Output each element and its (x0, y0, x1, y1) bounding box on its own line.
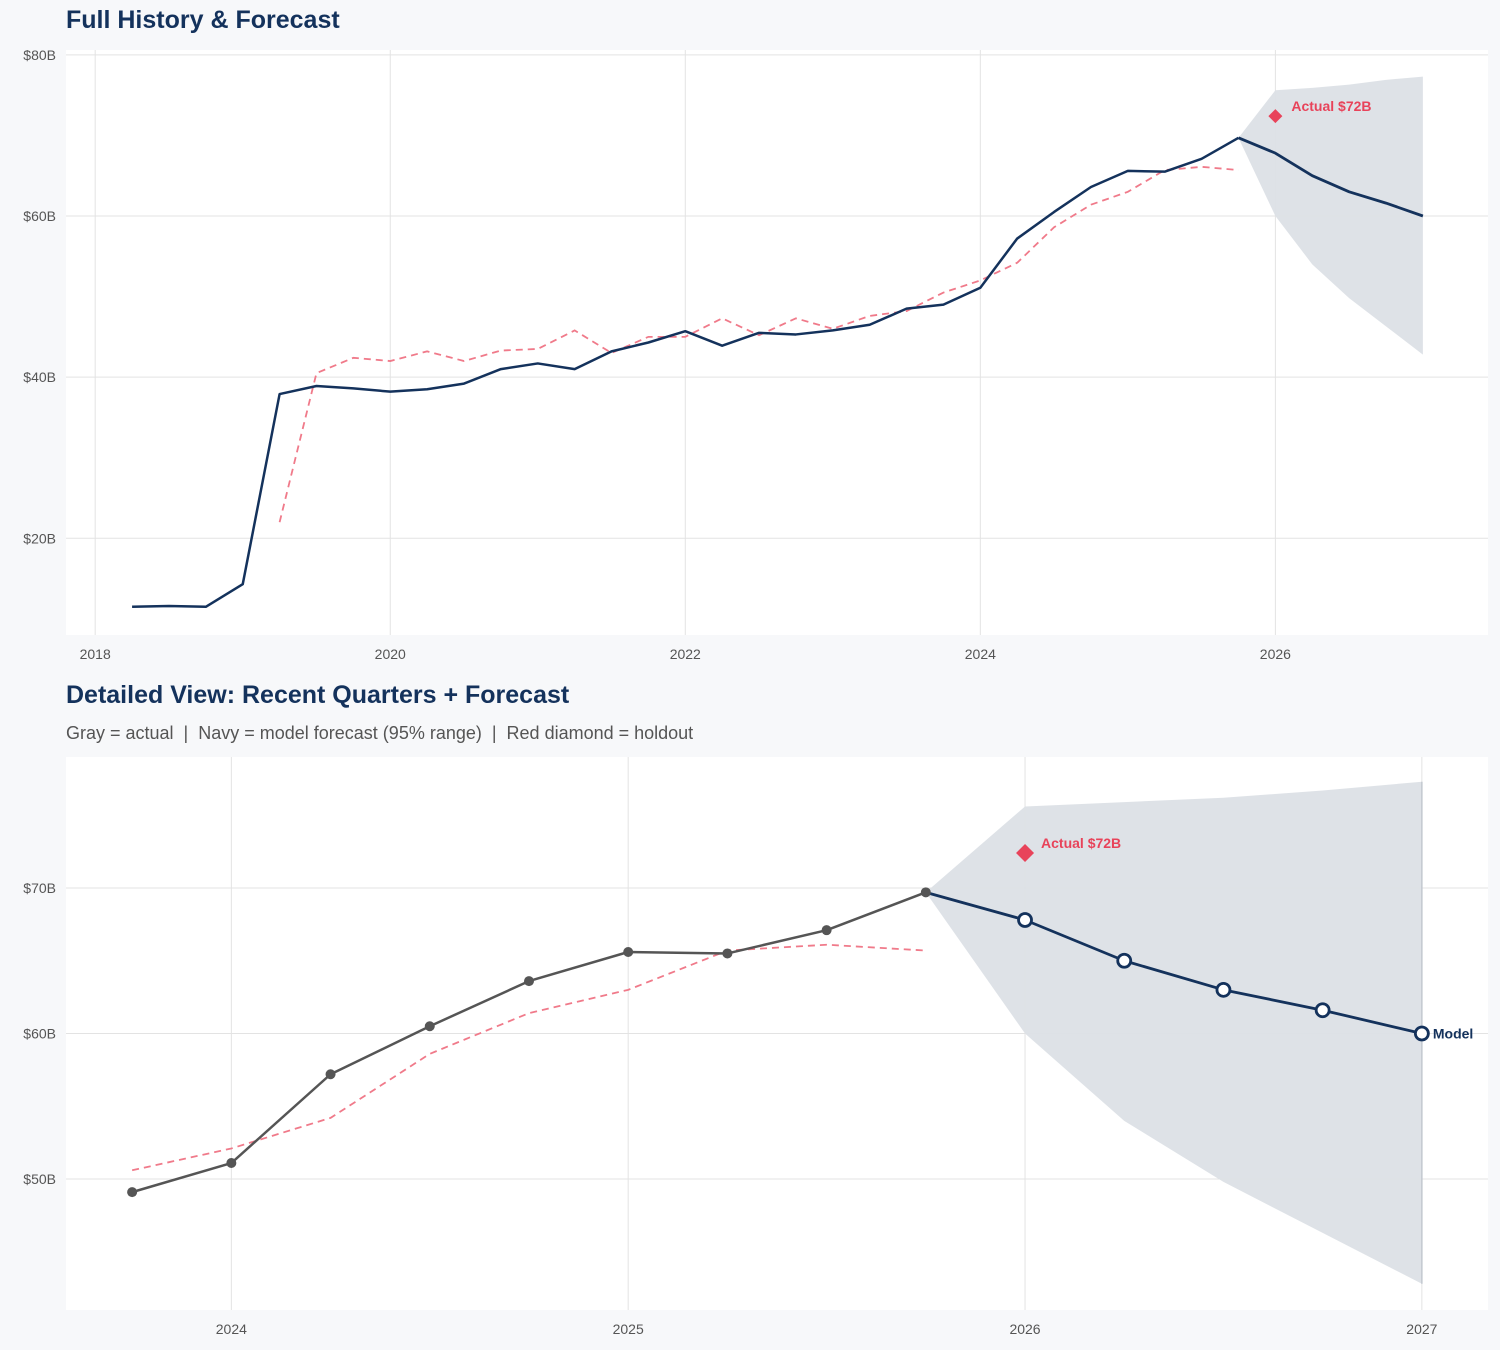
chart-1-title: Full History & Forecast (66, 6, 340, 34)
forecast-point (1116, 952, 1133, 969)
actual-point (325, 1069, 336, 1080)
actual-point (226, 1158, 237, 1169)
holdout-label: Actual $72B (1041, 835, 1121, 851)
forecast-point (1017, 912, 1033, 928)
actual-point (623, 947, 634, 958)
model-label: Model (1433, 1026, 1473, 1042)
y-tick-label: $20B (23, 530, 56, 546)
x-tick-label: 2022 (670, 646, 701, 662)
x-tick-label: 2018 (80, 646, 111, 662)
actual-point (523, 976, 534, 987)
x-tick-label: 2026 (1009, 1321, 1040, 1337)
y-tick-label: $40B (23, 369, 56, 385)
actual-point (127, 1187, 138, 1198)
fitted-line (278, 165, 1239, 523)
actual-point (821, 925, 832, 936)
y-tick-label: $80B (23, 47, 56, 63)
x-tick-label: 2026 (1260, 646, 1291, 662)
x-tick-label: 2025 (613, 1321, 644, 1337)
holdout-diamond (1016, 844, 1035, 863)
chart-2-subtitle: Gray = actual | Navy = model forecast (9… (66, 723, 694, 743)
x-tick-label: 2024 (965, 646, 996, 662)
y-tick-label: $60B (23, 1026, 56, 1042)
fitted-line (131, 943, 926, 1172)
actual-point (920, 887, 931, 898)
y-tick-label: $60B (23, 208, 56, 224)
chart-1: $20B $40B $60B $80B 2018 2020 2022 2024 2026 Actu… (23, 47, 1488, 662)
actual-line (132, 136, 1240, 609)
x-tick-label: 2020 (375, 646, 406, 662)
forecast-point (1314, 1002, 1331, 1019)
forecast-point (1215, 981, 1232, 998)
forecast-point (1413, 1025, 1430, 1042)
actual-point (722, 948, 733, 959)
x-tick-label: 2027 (1406, 1321, 1437, 1337)
chart-2: $50B $60B $70B 2024 2025 2026 2027 Model Actual … (23, 757, 1488, 1337)
y-tick-label: $70B (23, 880, 56, 896)
holdout-diamond (1268, 109, 1283, 124)
forecast-95-range-band (1238, 76, 1423, 355)
forecast-line (925, 890, 1423, 1035)
y-tick-label: $50B (23, 1171, 56, 1187)
chart-2-title: Detailed View: Recent Quarters + Forecas… (66, 681, 570, 709)
forecast-line (1237, 136, 1424, 218)
actual-point (424, 1021, 435, 1032)
forecast-95-range-band (925, 781, 1422, 1284)
holdout-label: Actual $72B (1291, 98, 1371, 114)
x-tick-label: 2024 (216, 1321, 247, 1337)
